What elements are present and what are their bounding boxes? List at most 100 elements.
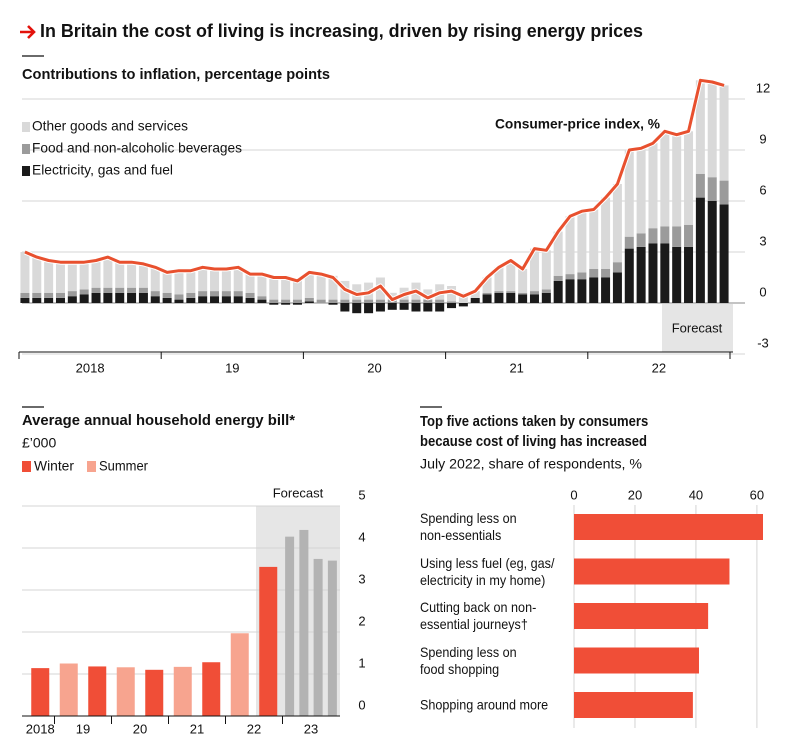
bar-segment: [91, 260, 101, 288]
bar: [230, 633, 249, 716]
bar-segment: [127, 292, 137, 303]
bar-segment: [565, 216, 575, 275]
x-tick-label: 21: [190, 721, 204, 736]
bar-segment: [399, 299, 409, 303]
bar-segment: [91, 287, 101, 293]
forecast-label: Forecast: [672, 320, 723, 335]
bar-segment: [684, 131, 694, 225]
bar-segment: [375, 303, 385, 312]
bar-segment: [304, 297, 314, 302]
x-tick-label: 20: [628, 487, 642, 502]
bar-segment: [281, 275, 291, 300]
bar-segment: [458, 303, 468, 307]
bar-segment: [636, 246, 646, 303]
bar-segment: [67, 291, 77, 297]
bar-segment: [328, 303, 338, 305]
x-tick-label: 2018: [76, 360, 105, 375]
category-label: Cutting back on non- essential journeys†: [420, 599, 537, 632]
bar-segment: [103, 287, 113, 293]
bar-segment: [32, 292, 42, 298]
bar-segment: [695, 197, 705, 303]
bar-segment: [660, 131, 670, 227]
bar-segment: [364, 299, 374, 303]
x-tick-label: 60: [750, 487, 764, 502]
bar-segment: [115, 292, 125, 303]
bar-segment: [660, 226, 670, 244]
bar-segment: [447, 303, 457, 309]
bar-segment: [281, 303, 291, 305]
bar-segment: [245, 274, 255, 293]
bar-segment: [529, 291, 539, 295]
bar-segment: [103, 292, 113, 303]
bar-segment: [281, 299, 291, 303]
bar-segment: [435, 299, 445, 303]
chart-subtitle: July 2022, share of respondents, %: [420, 456, 642, 472]
bar-segment: [636, 233, 646, 247]
bar-segment: [162, 272, 172, 293]
bar: [313, 558, 323, 716]
bar-segment: [660, 243, 670, 303]
bar-segment: [210, 296, 220, 303]
bar-segment: [482, 292, 492, 295]
category-label: Shopping around more: [420, 696, 549, 713]
bar-segment: [32, 297, 42, 303]
bar-segment: [518, 292, 528, 295]
bar-segment: [375, 299, 385, 303]
chart-title: Top five actions taken by consumers beca…: [420, 414, 649, 450]
bar-segment: [44, 297, 54, 303]
bar-segment: [32, 257, 42, 293]
bar-segment: [352, 299, 362, 303]
x-tick-label: 20: [133, 721, 147, 736]
bar-segment: [162, 297, 172, 303]
y-tick-label: 3: [358, 571, 365, 586]
x-tick-label: 22: [247, 721, 261, 736]
bar-segment: [221, 269, 231, 292]
bar-segment: [648, 228, 658, 244]
bar-segment: [221, 291, 231, 297]
bar-segment: [150, 267, 160, 292]
bar-segment: [577, 211, 587, 273]
bar-segment: [233, 267, 243, 292]
bar-segment: [186, 297, 196, 303]
bar: [574, 514, 763, 540]
bar-segment: [601, 269, 611, 278]
bar-segment: [541, 250, 551, 290]
bar: [285, 536, 295, 716]
bar-segment: [44, 292, 54, 298]
bar-segment: [328, 275, 338, 300]
bar-segment: [174, 270, 184, 295]
bar-segment: [672, 226, 682, 247]
bar-segment: [245, 292, 255, 298]
bar-segment: [292, 279, 302, 300]
bar-segment: [257, 299, 267, 303]
bar-segment: [470, 291, 480, 298]
bar-segment: [648, 143, 658, 229]
bar-segment: [565, 274, 575, 280]
bar-segment: [399, 303, 409, 310]
bar-segment: [707, 177, 717, 201]
bar-segment: [482, 277, 492, 293]
bar: [327, 560, 337, 716]
y-tick-label: 2: [358, 613, 365, 628]
bar-segment: [684, 224, 694, 247]
bar-segment: [707, 201, 717, 303]
line-label: Consumer-price index, %: [495, 116, 661, 132]
bar-segment: [127, 287, 137, 293]
bar-segment: [127, 262, 137, 288]
bar-segment: [589, 269, 599, 278]
y-tick-label: 0: [759, 284, 766, 299]
bar-segment: [55, 297, 65, 303]
bar-segment: [601, 197, 611, 269]
bar-segment: [79, 294, 89, 303]
bar-segment: [719, 204, 729, 303]
bar-segment: [506, 260, 516, 292]
y-tick-label: 3: [759, 233, 766, 248]
bar-segment: [20, 252, 30, 293]
bar: [88, 666, 107, 716]
bar-segment: [245, 297, 255, 303]
x-tick-label: 22: [652, 360, 666, 375]
x-tick-label: 2018: [26, 721, 55, 736]
bar-segment: [292, 299, 302, 303]
x-tick-label: 21: [509, 360, 523, 375]
